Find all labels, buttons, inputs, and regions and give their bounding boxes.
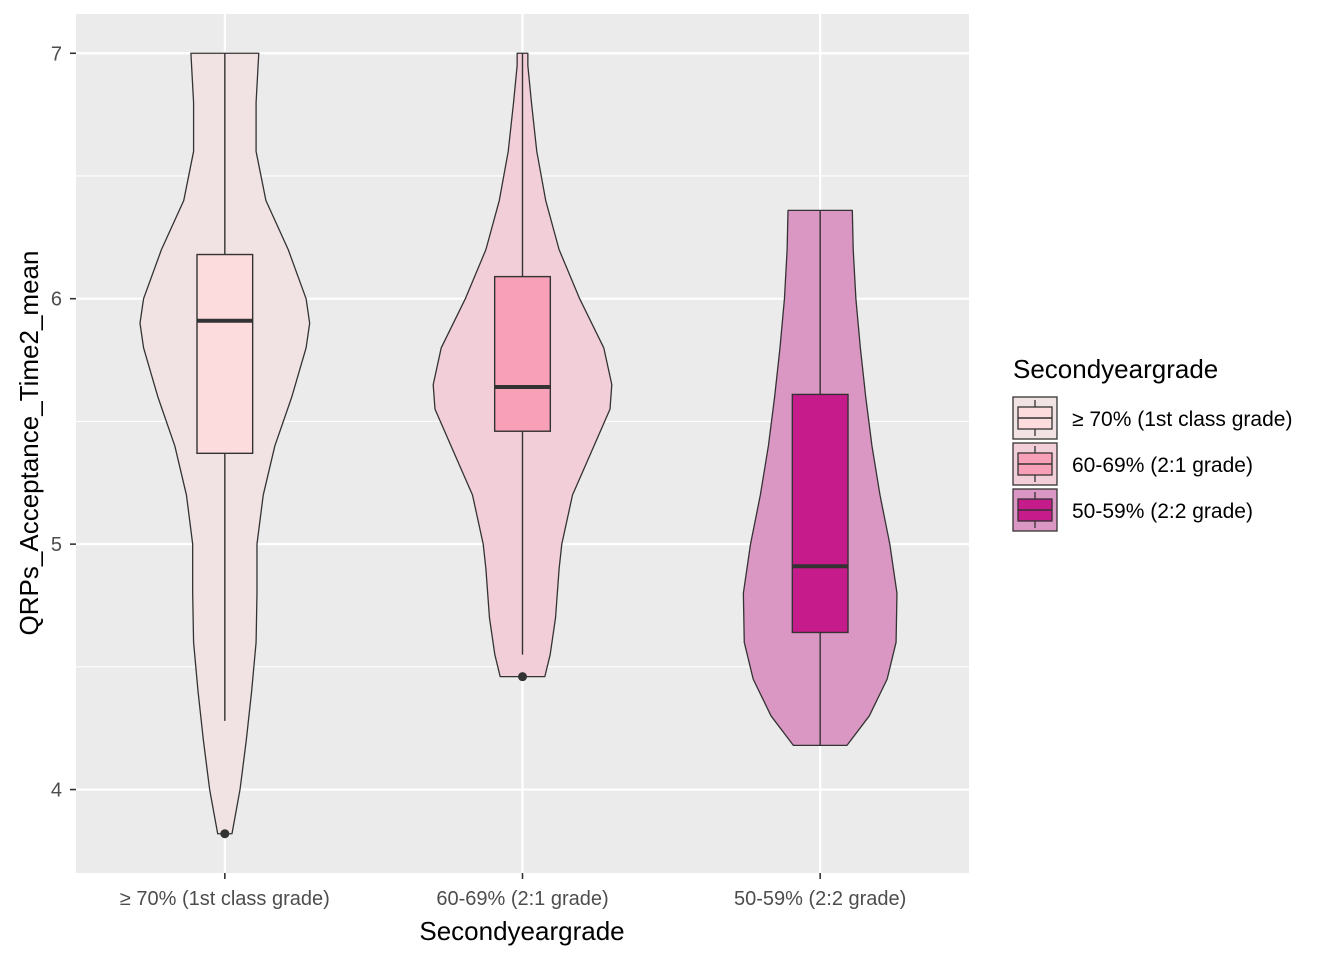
box-iqr xyxy=(791,393,849,634)
y-tick-label: 7 xyxy=(51,43,62,65)
outlier-point xyxy=(518,672,527,682)
x-tick-label: 50-59% (2:2 grade) xyxy=(734,888,906,910)
x-tick-label: 60-69% (2:1 grade) xyxy=(436,888,608,910)
outlier-point xyxy=(220,829,230,839)
axes: 4 5 6 7 ≥ 70% (1st class grade) 60-69% (2:1 g… xyxy=(51,43,906,910)
x-tick-label: ≥ 70% (1st class grade) xyxy=(120,888,330,910)
violins xyxy=(139,52,898,839)
y-tick-label: 6 xyxy=(51,289,62,311)
legend-label: 50-59% (2:2 grade) xyxy=(1072,500,1253,523)
x-axis-title: Secondyeargrade xyxy=(419,916,624,946)
legend-label: ≥ 70% (1st class grade) xyxy=(1072,408,1292,431)
legend-label: 60-69% (2:1 grade) xyxy=(1072,454,1253,477)
y-tick-label: 5 xyxy=(51,534,62,556)
y-tick-label: 4 xyxy=(51,780,62,802)
legend-title: Secondyeargrade xyxy=(1013,354,1218,384)
y-axis-title: QRPs_Acceptance_Time2_mean xyxy=(14,251,44,636)
legend: Secondyeargrade ≥ 70% (1st class grade) 6… xyxy=(1012,354,1292,532)
box-iqr xyxy=(493,275,552,432)
box-iqr xyxy=(196,253,254,455)
